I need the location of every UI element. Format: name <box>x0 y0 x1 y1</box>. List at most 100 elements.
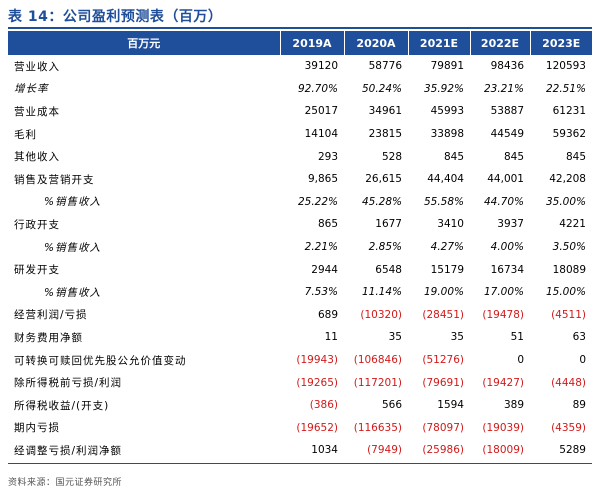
table-row: 营业成本 25017 34961 45993 53887 61231 <box>8 100 592 123</box>
table-row: 增长率 92.70% 50.24% 35.92% 23.21% 22.51% <box>8 78 592 101</box>
table-cell: (116635) <box>353 421 402 434</box>
table-cell: 79891 <box>430 60 464 73</box>
row-label: 经营利润/亏损 <box>14 309 88 322</box>
table-cell: (7949) <box>367 444 402 457</box>
row-label: 经调整亏损/利润净额 <box>14 444 123 457</box>
table-row: 期内亏损 (19652) (116635) (78097) (19039) (4359) <box>8 417 592 440</box>
row-label: %销售收入 <box>44 286 101 299</box>
table-bottom-divider <box>8 463 592 464</box>
table-row: 研发开支 2944 6548 15179 16734 18089 <box>8 258 592 281</box>
table-cell: 34961 <box>368 105 402 118</box>
table-cell: 25017 <box>304 105 338 118</box>
table-cell: 3937 <box>497 218 524 231</box>
table-cell: (4448) <box>551 376 586 389</box>
table-cell: 25.22% <box>297 195 338 208</box>
table-cell: (19427) <box>482 376 524 389</box>
table-row: 除所得税前亏损/利润 (19265) (117201) (79691) (19427) (… <box>8 371 592 394</box>
table-cell: (10320) <box>360 308 402 321</box>
title-divider <box>8 27 592 29</box>
table-cell: 14104 <box>304 128 338 141</box>
table-cell: 120593 <box>545 60 586 73</box>
table-cell: (18009) <box>482 444 524 457</box>
row-label: 所得税收益/(开支) <box>14 399 110 412</box>
table-row: 营业收入 39120 58776 79891 98436 120593 <box>8 55 592 78</box>
table-cell: (19943) <box>296 354 338 367</box>
table-cell: 11 <box>324 331 338 344</box>
profit-forecast-table: 百万元 2019A 2020A 2021E 2022E 2023E 营业收入 39… <box>8 31 592 462</box>
header-year: 2023E <box>542 36 581 50</box>
row-label: 可转换可赎回优先股公允价值变动 <box>14 354 187 367</box>
table-row: 经调整亏损/利润净额 1034 (7949) (25986) (18009) 5289 <box>8 439 592 462</box>
table-cell: 19.00% <box>423 286 464 299</box>
table-cell: (19265) <box>296 376 338 389</box>
table-row: 可转换可赎回优先股公允价值变动 (19943) (106846) (51276) 0 0 <box>8 349 592 372</box>
row-label: 销售及营销开支 <box>14 173 95 186</box>
table-cell: 89 <box>572 399 586 412</box>
table-cell: 18089 <box>552 263 586 276</box>
table-cell: (19652) <box>296 421 338 434</box>
row-label: 营业成本 <box>14 105 60 118</box>
table-cell: 61231 <box>552 105 586 118</box>
table-cell: 15.00% <box>545 286 586 299</box>
table-cell: 35 <box>450 331 464 344</box>
table-cell: 33898 <box>430 128 464 141</box>
table-cell: 6548 <box>375 263 402 276</box>
table-cell: 845 <box>443 150 464 163</box>
table-cell: 45.28% <box>361 195 402 208</box>
table-cell: (79691) <box>422 376 464 389</box>
table-cell: (4359) <box>551 421 586 434</box>
table-cell: 44,404 <box>427 173 464 186</box>
table-row: %销售收入 25.22% 45.28% 55.58% 44.70% 35.00% <box>8 191 592 214</box>
row-label: 增长率 <box>14 83 49 96</box>
table-row: 其他收入 293 528 845 845 845 <box>8 145 592 168</box>
table-cell: 22.51% <box>545 82 586 95</box>
table-cell: 4221 <box>559 218 586 231</box>
table-cell: 45993 <box>430 105 464 118</box>
table-cell: 42,208 <box>549 173 586 186</box>
table-cell: (28451) <box>422 308 464 321</box>
table-cell: 44,001 <box>487 173 524 186</box>
table-cell: 293 <box>317 150 338 163</box>
table-cell: (117201) <box>353 376 402 389</box>
table-cell: (19478) <box>482 308 524 321</box>
table-cell: (51276) <box>422 354 464 367</box>
table-cell: 44.70% <box>483 195 524 208</box>
table-cell: 4.00% <box>490 241 524 254</box>
table-cell: 2.85% <box>368 241 402 254</box>
table-cell: 44549 <box>490 128 524 141</box>
table-cell: 11.14% <box>361 286 402 299</box>
table-row: %销售收入 7.53% 11.14% 19.00% 17.00% 15.00% <box>8 281 592 304</box>
table-cell: 3.50% <box>552 241 586 254</box>
table-cell: 15179 <box>430 263 464 276</box>
row-label: %销售收入 <box>44 196 101 209</box>
table-cell: 865 <box>317 218 338 231</box>
table-cell: 98436 <box>490 60 524 73</box>
row-label: 除所得税前亏损/利润 <box>14 377 123 390</box>
table-cell: 53887 <box>490 105 524 118</box>
table-cell: 0 <box>517 354 524 367</box>
row-label: 毛利 <box>14 128 37 141</box>
header-label: 百万元 <box>8 31 281 55</box>
row-label: %销售收入 <box>44 241 101 254</box>
source-note: 资料来源：国元证券研究所 <box>8 478 123 488</box>
table-cell: 3410 <box>437 218 464 231</box>
table-cell: 63 <box>572 331 586 344</box>
table-cell: 55.58% <box>423 195 464 208</box>
row-label: 财务费用净额 <box>14 331 83 344</box>
table-cell: 1594 <box>437 399 464 412</box>
table-cell: (4511) <box>551 308 586 321</box>
table-row: 毛利 14104 23815 33898 44549 59362 <box>8 123 592 146</box>
header-year: 2019A <box>280 31 345 55</box>
table-cell: (106846) <box>353 354 402 367</box>
table-cell: (19039) <box>482 421 524 434</box>
table-cell: (78097) <box>422 421 464 434</box>
table-row: 财务费用净额 11 35 35 51 63 <box>8 326 592 349</box>
table-cell: 7.53% <box>304 286 338 299</box>
table-cell: 51 <box>510 331 524 344</box>
table-row: 经营利润/亏损 689 (10320) (28451) (19478) (4511) <box>8 304 592 327</box>
row-label: 行政开支 <box>14 218 60 231</box>
table-cell: 845 <box>503 150 524 163</box>
table-cell: (386) <box>309 399 338 412</box>
table-cell: 35.92% <box>423 82 464 95</box>
table-row: %销售收入 2.21% 2.85% 4.27% 4.00% 3.50% <box>8 236 592 259</box>
